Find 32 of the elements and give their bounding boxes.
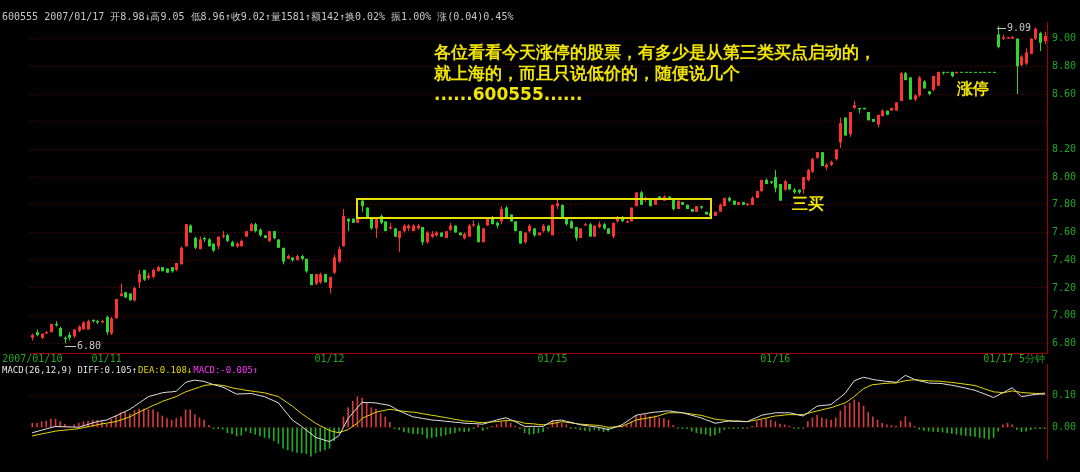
y-tick-label: 8.60 (1052, 87, 1077, 99)
annotation: 9.09 (1006, 22, 1032, 33)
y-tick-label: 8.80 (1052, 59, 1077, 71)
y-tick-label: 7.20 (1052, 281, 1077, 293)
chart-subtitle: 600555 2007/01/17 开8.98↓高9.05 低8.96↑收9.02↑量1581↑额142↑换0.02% 振1.00% 涨(0.04)0.45% (2, 11, 514, 22)
y-tick-label: 7.60 (1052, 226, 1077, 238)
series-label: DEA:0.108↓ (138, 365, 193, 375)
y-tick-label: 0.00 (1052, 420, 1077, 432)
x-tick-label: 2007/01/10 (2, 352, 63, 364)
annotation: MACD:-0.005↑ (193, 365, 259, 375)
y-tick-label: 0.10 (1052, 389, 1077, 401)
annotation: 就上海的，而且只说低价的，随便说几个 (434, 63, 740, 83)
y-tick-label: 6.80 (1052, 336, 1077, 348)
text: DIFF:0.105↑ (77, 365, 138, 375)
annotation: 各位看看今天涨停的股票，有多少是从第三类买点启动的， (434, 42, 876, 62)
annotation: 三买 (792, 194, 824, 213)
y-tick-label: 8.20 (1052, 143, 1077, 155)
x-tick-label: 01/15 (537, 352, 568, 364)
annotation: 6.80 (76, 340, 102, 351)
x-tick-label: 01/11 (91, 352, 122, 364)
y-tick-label: 7.00 (1052, 309, 1077, 321)
y-tick-label: 8.00 (1052, 170, 1077, 182)
y-tick-label: 7.40 (1052, 253, 1077, 265)
x-tick-label: 01/16 (760, 352, 791, 364)
annotation: ......600555...... (434, 84, 583, 104)
chart-title: MACD(26,12,9) (2, 365, 73, 375)
annotation: 涨停 (957, 79, 989, 98)
x-tick-label: 01/12 (314, 352, 345, 364)
x-tick-label: 01/17 (983, 352, 1014, 364)
x-axis-title: 5分钟 (1018, 353, 1045, 364)
y-tick-label: 7.80 (1052, 198, 1077, 210)
y-tick-label: 9.00 (1052, 32, 1077, 44)
